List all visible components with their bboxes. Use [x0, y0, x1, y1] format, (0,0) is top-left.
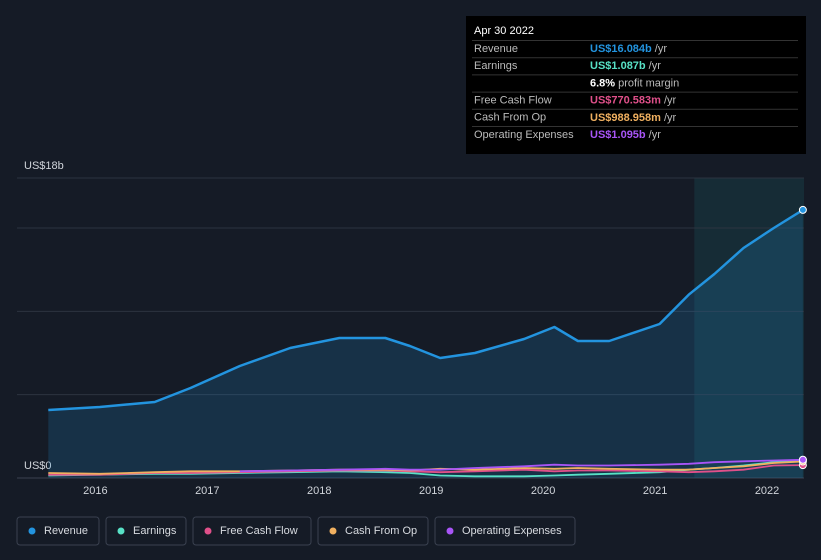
legend-item[interactable]: Operating Expenses — [434, 516, 576, 546]
value: US$770.583m — [590, 95, 661, 107]
tooltip-label: Free Cash Flow — [474, 95, 552, 107]
x-tick-label: 2016 — [83, 485, 107, 497]
legend-item[interactable]: Cash From Op — [317, 516, 429, 546]
legend-box — [105, 516, 187, 546]
value: US$1.095b — [590, 129, 646, 141]
unit: /yr — [649, 129, 662, 141]
legend-item[interactable]: Earnings — [105, 516, 187, 546]
x-tick-label: 2017 — [195, 485, 219, 497]
line — [48, 460, 803, 475]
legend-label: Free Cash Flow — [220, 525, 298, 537]
area — [48, 209, 803, 478]
end-point — [798, 455, 807, 464]
legend-label: Cash From Op — [345, 525, 417, 537]
x-tick-label: 2022 — [755, 485, 779, 497]
x-tick-label: 2021 — [643, 485, 667, 497]
legend-swatch — [117, 527, 125, 535]
y-tick-label: US$18b — [24, 160, 64, 172]
x-tick-label: 2019 — [419, 485, 443, 497]
tooltip-label: Operating Expenses — [474, 129, 574, 141]
legend-box — [317, 516, 429, 546]
tooltip-value: US$16.084b/yr — [590, 43, 667, 55]
unit: /yr — [664, 112, 677, 124]
margin-text: profit margin — [618, 77, 679, 89]
tooltip-box — [466, 16, 806, 154]
line — [48, 208, 804, 412]
value: US$988.958m — [590, 112, 661, 124]
y-tick-label: US$0 — [24, 460, 52, 472]
end-point — [798, 205, 807, 214]
x-tick-label: 2020 — [531, 485, 555, 497]
unit: /yr — [664, 95, 677, 107]
value: US$16.084b — [590, 43, 652, 55]
tooltip-label: Earnings — [474, 60, 518, 72]
value: US$1.087b — [590, 60, 646, 72]
legend: Revenue Earnings Free Cash Flow Cash From O… — [16, 516, 576, 546]
tooltip: Apr 30 2022 Revenue US$16.084b/yr Earnings… — [466, 16, 806, 154]
legend-swatch — [446, 527, 454, 535]
unit: /yr — [649, 60, 662, 72]
legend-label: Earnings — [133, 525, 177, 537]
legend-box — [192, 516, 312, 546]
margin-value: 6.8% — [590, 77, 615, 89]
tooltip-date: Apr 30 2022 — [474, 25, 534, 37]
tooltip-value: US$770.583m/yr — [590, 95, 677, 107]
legend-box — [434, 516, 576, 546]
tooltip-value: US$1.087b/yr — [590, 60, 661, 72]
tooltip-value: US$1.095b/yr — [590, 129, 661, 141]
unit: /yr — [655, 43, 668, 55]
legend-item[interactable]: Revenue — [16, 516, 100, 546]
tooltip-value: US$988.958m/yr — [590, 112, 677, 124]
plot-area: US$0 US$18b 2016 2017 2018 2019 2020 2021 2022 — [17, 160, 807, 497]
tooltip-label: Cash From Op — [474, 112, 546, 124]
legend-label: Operating Expenses — [462, 525, 562, 537]
line — [239, 458, 803, 473]
legend-item[interactable]: Free Cash Flow — [192, 516, 312, 546]
x-tick-label: 2018 — [307, 485, 331, 497]
legend-label: Revenue — [44, 525, 88, 537]
legend-swatch — [28, 527, 36, 535]
tooltip-label: Revenue — [474, 43, 518, 55]
legend-swatch — [204, 527, 212, 535]
line — [48, 464, 803, 476]
legend-box — [16, 516, 100, 546]
tooltip-margin: 6.8% profit margin — [590, 77, 679, 89]
legend-swatch — [329, 527, 337, 535]
